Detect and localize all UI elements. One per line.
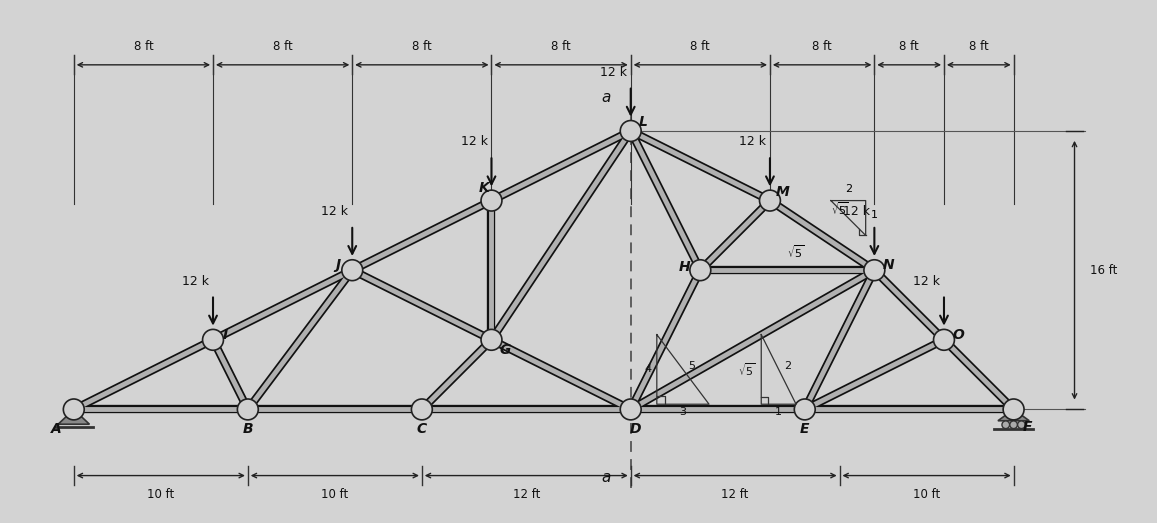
Text: D: D: [631, 422, 642, 436]
Circle shape: [1002, 421, 1010, 428]
Circle shape: [690, 260, 710, 281]
Circle shape: [341, 260, 362, 281]
Text: 10 ft: 10 ft: [913, 488, 941, 501]
Circle shape: [481, 190, 502, 211]
Text: F: F: [1023, 420, 1032, 434]
Text: 8 ft: 8 ft: [812, 40, 832, 53]
Text: B: B: [243, 422, 253, 436]
Text: A: A: [51, 422, 61, 436]
Text: 8 ft: 8 ft: [133, 40, 153, 53]
Text: $\sqrt{5}$: $\sqrt{5}$: [831, 200, 848, 217]
Text: H: H: [679, 260, 691, 274]
Text: 3: 3: [679, 407, 686, 417]
Polygon shape: [58, 410, 89, 424]
Circle shape: [620, 120, 641, 141]
Text: 10 ft: 10 ft: [147, 488, 175, 501]
Text: K: K: [479, 181, 489, 196]
Text: 12 k: 12 k: [843, 205, 870, 218]
Text: 4: 4: [644, 365, 651, 374]
Text: $\sqrt{5}$: $\sqrt{5}$: [738, 361, 757, 378]
Text: 8 ft: 8 ft: [899, 40, 919, 53]
Circle shape: [795, 399, 816, 420]
Text: 12 ft: 12 ft: [722, 488, 749, 501]
Circle shape: [934, 329, 955, 350]
Text: 8 ft: 8 ft: [968, 40, 989, 53]
Text: M: M: [775, 185, 789, 199]
Text: N: N: [883, 258, 894, 272]
Text: 1: 1: [775, 407, 782, 417]
Circle shape: [1010, 421, 1017, 428]
Text: J: J: [336, 258, 341, 272]
Text: 5: 5: [688, 361, 695, 371]
Polygon shape: [998, 410, 1030, 420]
Text: 1: 1: [871, 210, 878, 220]
Circle shape: [481, 329, 502, 350]
Text: C: C: [417, 422, 427, 436]
Text: 16 ft: 16 ft: [1090, 264, 1118, 277]
Text: 12 k: 12 k: [913, 275, 941, 288]
Text: 8 ft: 8 ft: [551, 40, 570, 53]
Text: L: L: [639, 115, 647, 129]
Text: 12 k: 12 k: [739, 135, 766, 149]
Circle shape: [1003, 399, 1024, 420]
Circle shape: [1018, 421, 1025, 428]
Text: O: O: [952, 327, 964, 342]
Circle shape: [864, 260, 885, 281]
Text: 12 k: 12 k: [182, 275, 209, 288]
Circle shape: [237, 399, 258, 420]
Circle shape: [412, 399, 433, 420]
Text: a: a: [602, 90, 611, 105]
Text: E: E: [799, 422, 810, 436]
Text: 8 ft: 8 ft: [412, 40, 432, 53]
Text: 12 k: 12 k: [322, 205, 348, 218]
Text: 10 ft: 10 ft: [322, 488, 348, 501]
Text: 12 k: 12 k: [460, 135, 487, 149]
Circle shape: [620, 399, 641, 420]
Text: 8 ft: 8 ft: [273, 40, 293, 53]
Circle shape: [202, 329, 223, 350]
Circle shape: [64, 399, 84, 420]
Text: 8 ft: 8 ft: [691, 40, 710, 53]
Text: I: I: [222, 327, 228, 342]
Text: 2: 2: [783, 361, 791, 371]
Text: a: a: [602, 470, 611, 485]
Text: 12 ft: 12 ft: [513, 488, 540, 501]
Text: $\sqrt{5}$: $\sqrt{5}$: [787, 243, 805, 260]
Text: G: G: [500, 343, 511, 357]
Text: 12 k: 12 k: [599, 66, 627, 79]
Text: 2: 2: [845, 184, 852, 194]
Circle shape: [759, 190, 780, 211]
